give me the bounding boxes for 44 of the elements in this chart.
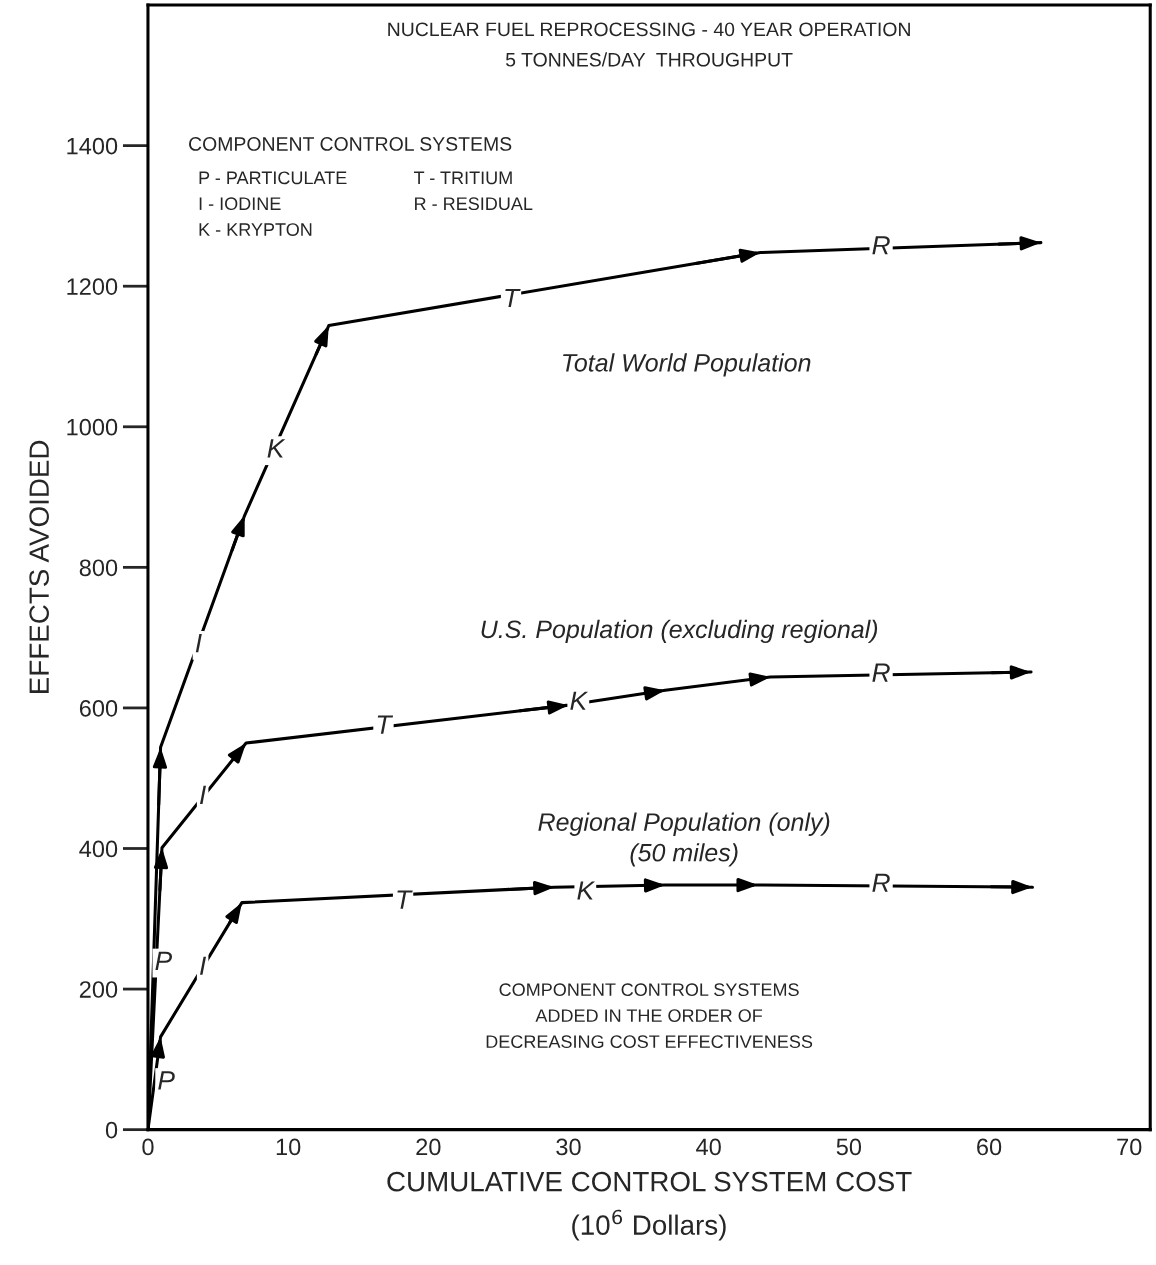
y-tick-label: 1200 [67, 278, 118, 295]
x-tick-label: 20 [416, 1138, 441, 1156]
series-label: U.S. Population (excluding regional) [481, 619, 878, 644]
y-axis-title: EFFECTS AVOIDED [29, 440, 49, 693]
y-tick-label: 800 [79, 559, 118, 577]
annotation: I - IODINE [199, 197, 281, 211]
series-label: Regional Population (only) (50 miles) [538, 812, 830, 867]
annotation: K [577, 881, 596, 900]
annotation: T - TRITIUM [413, 171, 512, 185]
annotation: T [505, 288, 521, 308]
annotation: I [195, 634, 202, 653]
annotation: K [570, 691, 589, 710]
y-tick-label: 1400 [67, 137, 118, 155]
x-axis-title: CUMULATIVE CONTROL SYSTEM COST (10$^{6}$ Dollars) [387, 1171, 912, 1241]
y-tick-label: 600 [79, 699, 118, 717]
annotation: I [200, 785, 206, 805]
x-tick-label: 70 [1117, 1138, 1142, 1156]
text: NUCLEAR FUEL REPROCESSING - 40 YEAR OPERATION [388, 22, 910, 37]
annotation: T [397, 890, 413, 909]
y-tick-label: 200 [79, 981, 118, 998]
x-tick-label: 60 [977, 1138, 1002, 1156]
annotation: P [158, 1071, 175, 1090]
annotation: K [267, 439, 286, 458]
annotation: R [872, 236, 890, 255]
text: 5 TONNES/DAY THROUGHPUT [505, 52, 793, 67]
x-tick-label: 30 [556, 1138, 581, 1156]
x-tick-label: 40 [696, 1138, 721, 1156]
annotation: P [155, 951, 173, 970]
y-tick-label: 1000 [67, 418, 118, 436]
annotation: R [872, 873, 890, 892]
x-tick-label: 0 [142, 1138, 154, 1156]
annotation: P - PARTICULATE [199, 171, 347, 185]
y-tick-label: 0 [105, 1121, 118, 1139]
text: Total World Population [563, 353, 811, 377]
annotation: COMPONENT CONTROL SYSTEMS ADDED IN THE ORDER OF DECREASING COST EFFECTIVENESS [486, 983, 813, 1049]
annotation: T [377, 715, 394, 734]
x-tick-label: 50 [836, 1138, 862, 1156]
y-tick-label: 400 [79, 840, 118, 858]
annotation: I [200, 956, 206, 975]
annotation: COMPONENT CONTROL SYSTEMS [189, 137, 512, 151]
annotation: R - RESIDUAL [415, 197, 533, 211]
annotation: R [872, 663, 890, 682]
annotation: K - KRYPTON [199, 223, 312, 236]
x-tick-label: 10 [276, 1138, 301, 1156]
